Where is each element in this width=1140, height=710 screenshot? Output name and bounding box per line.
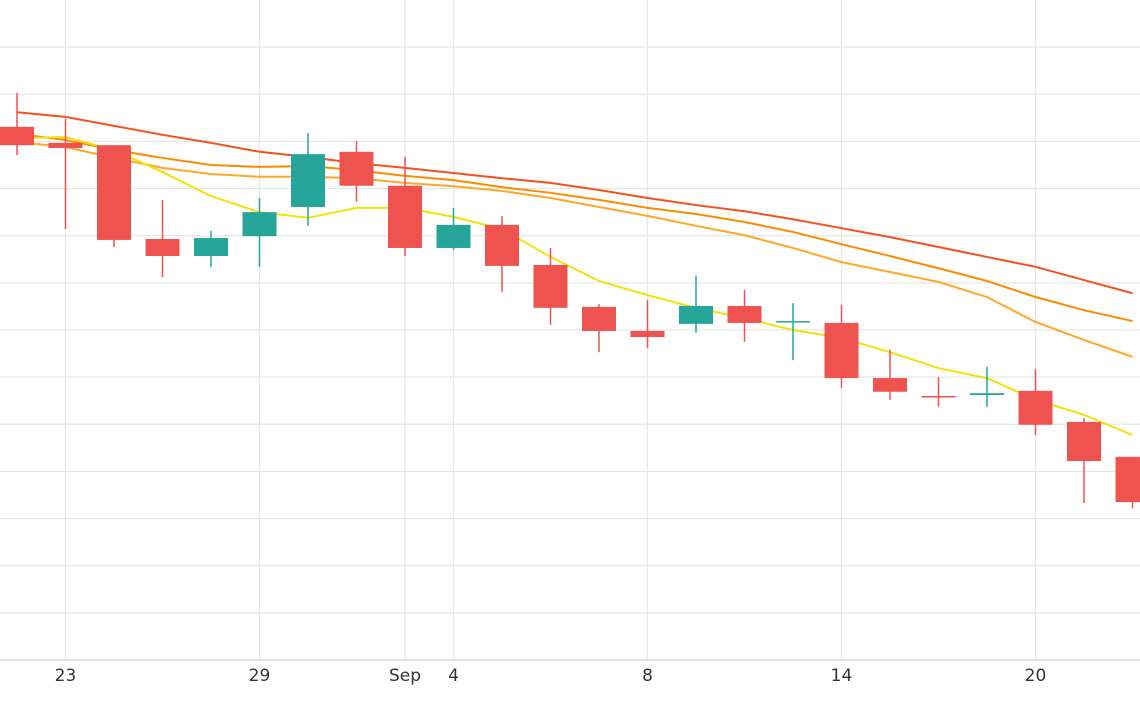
candle-body	[582, 306, 616, 331]
moving-averages	[16, 111, 1133, 437]
moving-average-line	[16, 111, 1133, 295]
candle-body	[533, 264, 568, 308]
candle-body	[630, 330, 665, 338]
candle-body	[436, 224, 471, 248]
grid	[0, 0, 1140, 660]
candle-body	[291, 154, 325, 207]
x-tick-label: 23	[55, 666, 77, 686]
candle-body	[339, 151, 374, 186]
candle-body	[0, 126, 34, 146]
candle-body	[485, 224, 519, 266]
candles	[0, 92, 1140, 509]
moving-average-line	[16, 136, 1133, 437]
candle-body	[727, 305, 762, 323]
x-tick-label: 14	[831, 666, 853, 686]
candle-body	[824, 322, 859, 379]
candle-body	[242, 212, 277, 237]
candle-body	[921, 396, 956, 398]
candle-body	[1018, 390, 1053, 425]
candle-body	[1067, 421, 1101, 462]
x-axis: 23 29 Sep 4 8 14 20	[0, 659, 1140, 686]
candle-body	[776, 321, 810, 323]
x-tick-label: Sep	[389, 666, 421, 686]
x-tick-label: 29	[249, 666, 271, 686]
candle-body	[970, 393, 1004, 396]
moving-average-line	[16, 132, 1133, 323]
candle-body	[873, 378, 907, 392]
candle-body	[194, 238, 228, 256]
moving-average-line	[16, 140, 1133, 358]
x-tick-label: 4	[448, 666, 459, 686]
candle-body	[97, 145, 131, 240]
candle-body	[388, 185, 422, 248]
candle-body	[145, 239, 180, 256]
x-tick-label: 20	[1025, 666, 1047, 686]
candle-body	[679, 305, 713, 324]
x-tick-label: 8	[642, 666, 653, 686]
candle-body	[1115, 456, 1140, 503]
candle-body	[48, 142, 83, 149]
